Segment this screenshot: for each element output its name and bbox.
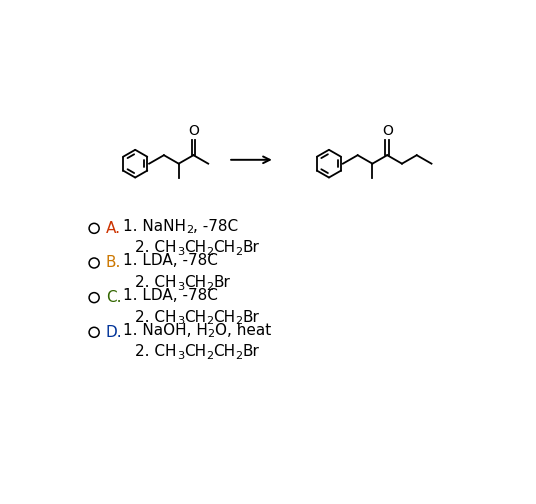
- Text: 1. NaNH: 1. NaNH: [123, 219, 186, 234]
- Text: CH: CH: [184, 240, 206, 255]
- Text: 2: 2: [206, 282, 213, 291]
- Text: O, heat: O, heat: [215, 323, 271, 338]
- Text: 2: 2: [206, 247, 213, 257]
- Text: 1. LDA, -78C: 1. LDA, -78C: [123, 288, 218, 303]
- Text: , -78C: , -78C: [193, 219, 238, 234]
- Text: O: O: [188, 123, 199, 138]
- Text: 2: 2: [186, 225, 193, 235]
- Text: CH: CH: [184, 309, 206, 325]
- Text: 2: 2: [207, 329, 215, 339]
- Text: 2. CH: 2. CH: [135, 240, 177, 255]
- Text: 2: 2: [235, 316, 242, 326]
- Text: A.: A.: [106, 221, 121, 236]
- Text: C.: C.: [106, 290, 121, 305]
- Text: 3: 3: [177, 247, 184, 257]
- Text: D.: D.: [106, 325, 122, 340]
- Text: Br: Br: [242, 344, 259, 359]
- Text: 3: 3: [177, 316, 184, 326]
- Text: CH: CH: [213, 344, 235, 359]
- Text: 1. LDA, -78C: 1. LDA, -78C: [123, 254, 218, 268]
- Text: CH: CH: [184, 344, 206, 359]
- Text: 3: 3: [177, 282, 184, 291]
- Text: Br: Br: [242, 309, 259, 325]
- Text: B.: B.: [106, 256, 121, 271]
- Text: 2. CH: 2. CH: [135, 309, 177, 325]
- Text: Br: Br: [213, 275, 230, 290]
- Text: CH: CH: [213, 240, 235, 255]
- Text: 3: 3: [177, 351, 184, 361]
- Text: 2: 2: [206, 351, 213, 361]
- Text: Br: Br: [242, 240, 259, 255]
- Text: 2: 2: [235, 351, 242, 361]
- Text: CH: CH: [184, 275, 206, 290]
- Text: 2. CH: 2. CH: [135, 275, 177, 290]
- Text: 2: 2: [206, 316, 213, 326]
- Text: CH: CH: [213, 309, 235, 325]
- Text: 1. NaOH, H: 1. NaOH, H: [123, 323, 207, 338]
- Text: O: O: [382, 123, 393, 138]
- Text: 2. CH: 2. CH: [135, 344, 177, 359]
- Text: 2: 2: [235, 247, 242, 257]
